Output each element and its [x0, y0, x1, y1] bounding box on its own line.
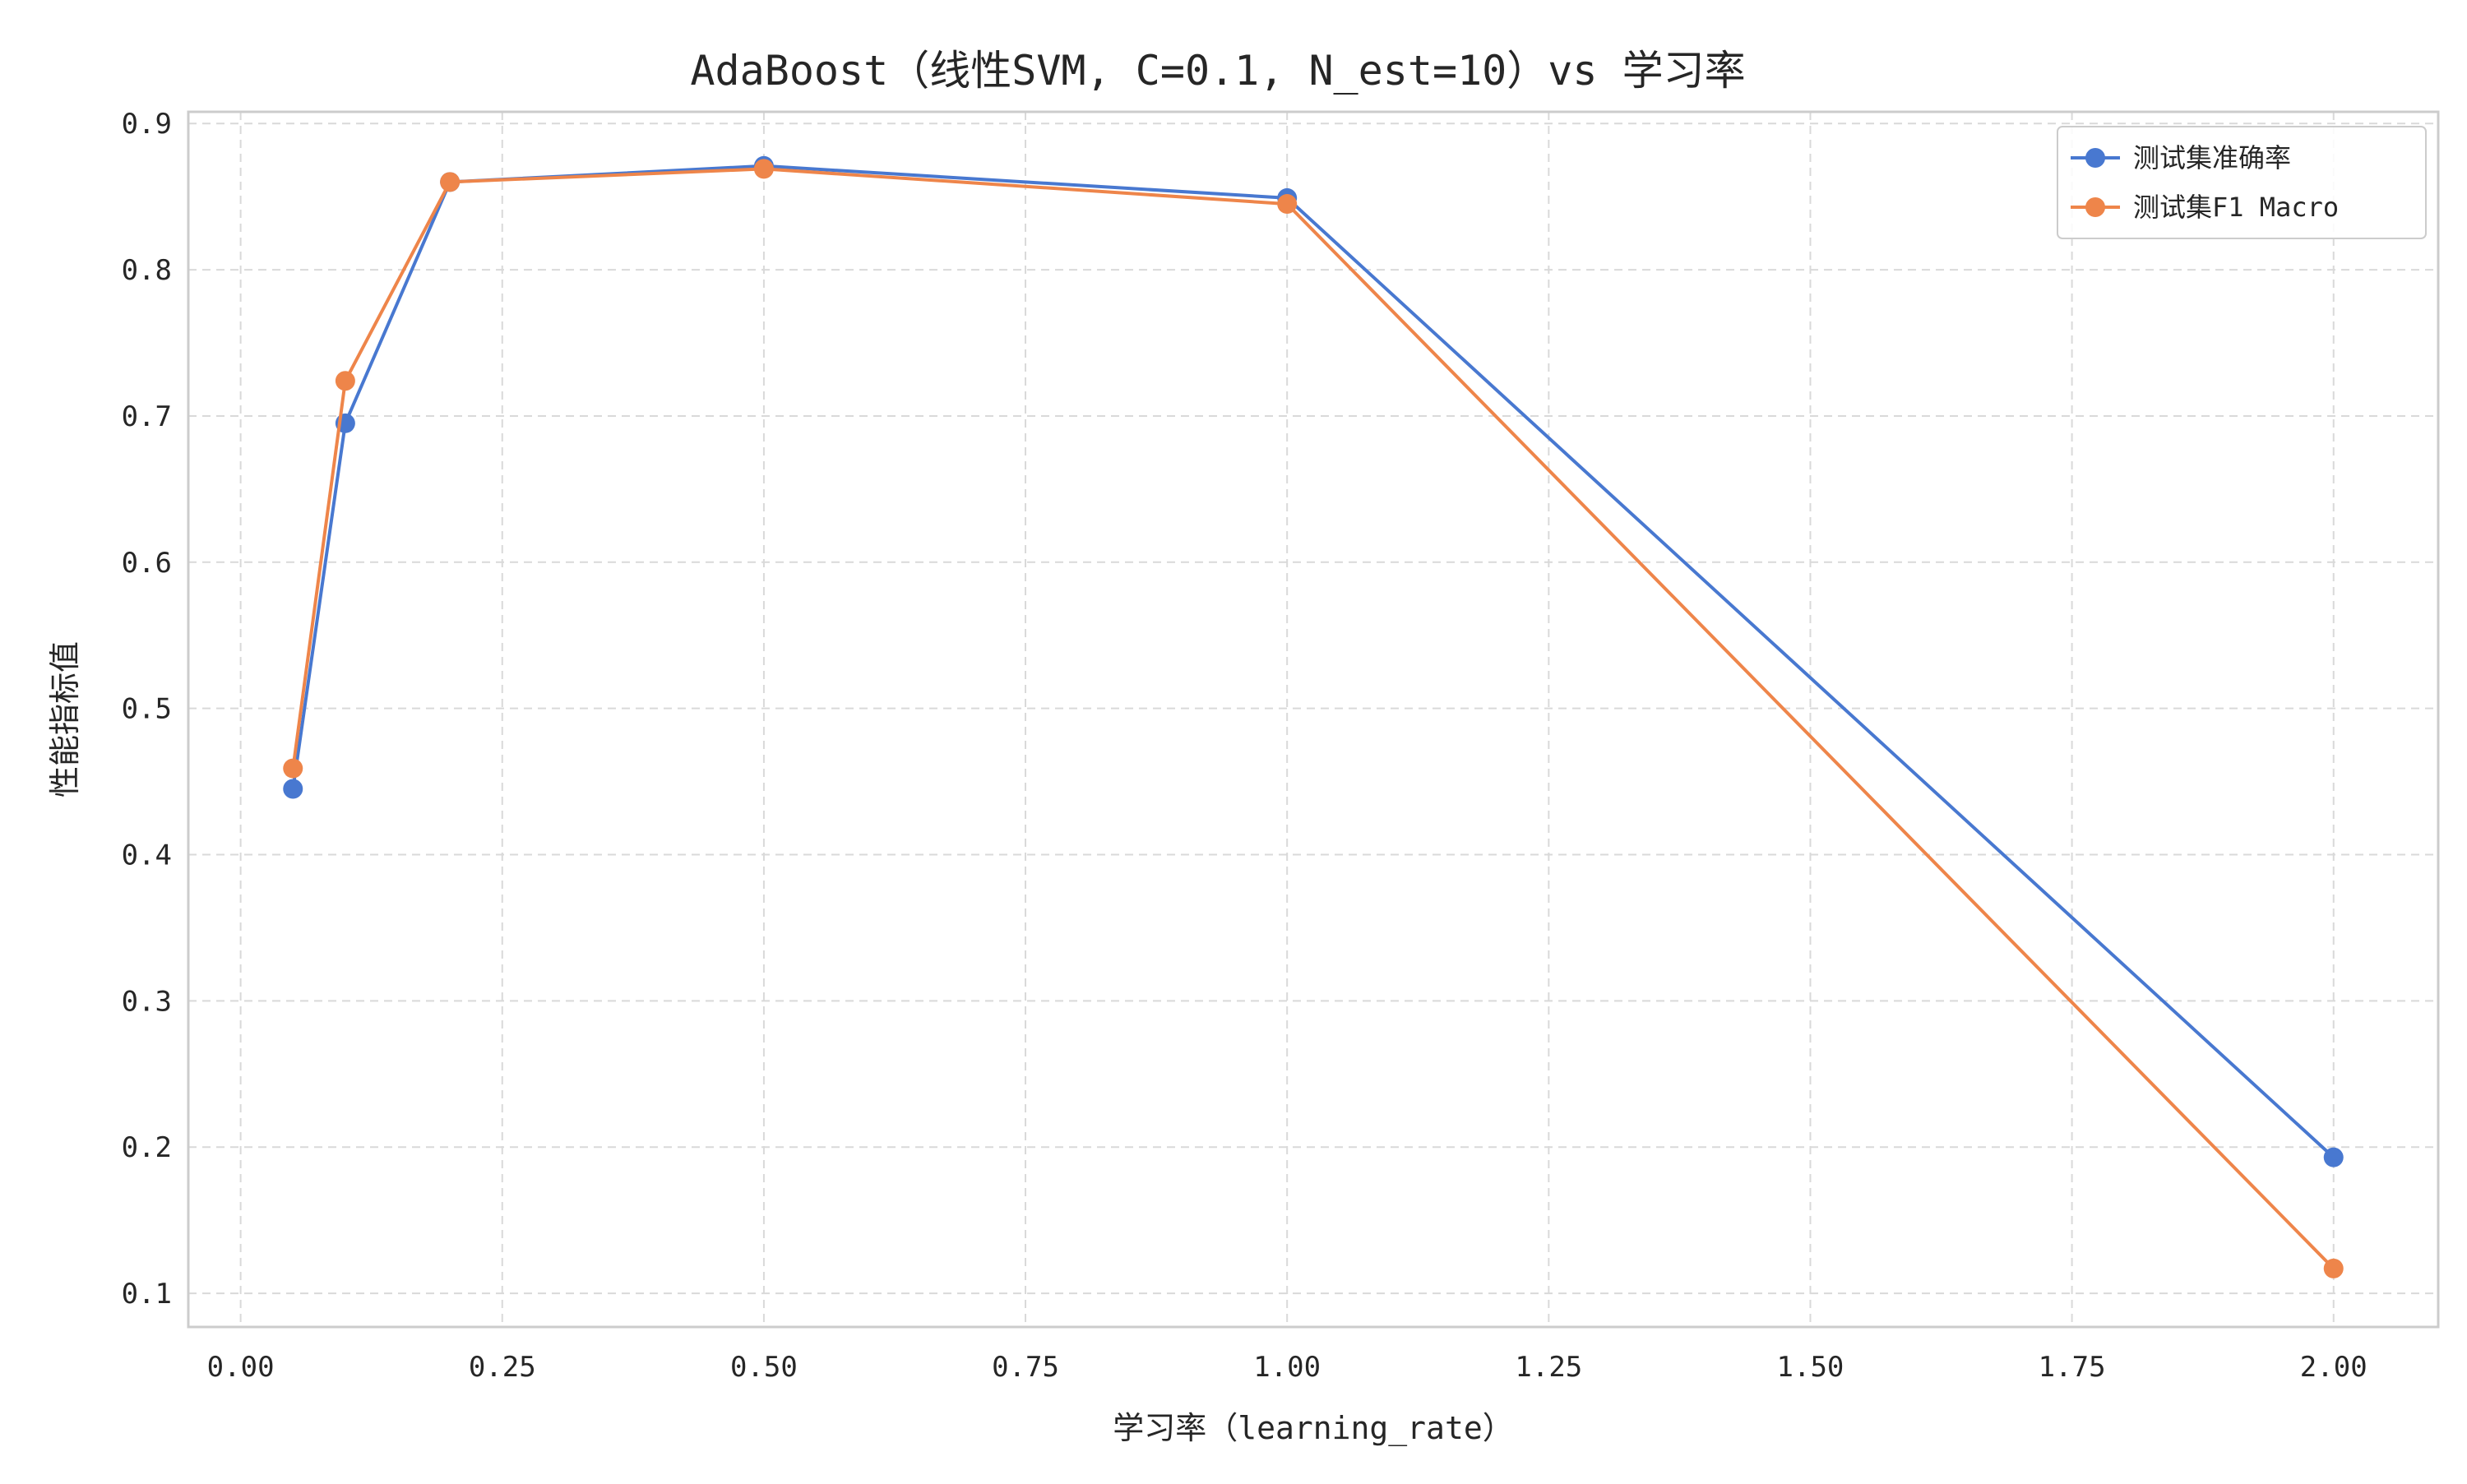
data-point — [283, 758, 303, 779]
x-tick-label: 0.50 — [730, 1351, 798, 1384]
y-tick-label: 0.1 — [122, 1278, 172, 1311]
x-tick-label: 2.00 — [2300, 1351, 2367, 1384]
legend-swatch-marker — [2085, 148, 2105, 168]
legend-swatch-marker — [2085, 197, 2105, 217]
y-tick-label: 0.7 — [122, 400, 172, 433]
y-axis-label: 性能指标值 — [47, 641, 83, 797]
y-tick-label: 0.5 — [122, 693, 172, 726]
x-tick-label: 1.50 — [1777, 1351, 1844, 1384]
y-tick-label: 0.9 — [122, 108, 172, 141]
legend-item: 测试集F1 Macro — [2071, 192, 2339, 223]
plot-frame — [187, 110, 2440, 1329]
chart-title: AdaBoost（线性SVM, C=0.1, N_est=10）vs 学习率 — [690, 47, 1745, 95]
series-line — [291, 164, 2335, 1159]
data-point — [753, 159, 774, 179]
y-tick-label: 0.3 — [122, 985, 172, 1018]
x-tick-label: 1.75 — [2039, 1351, 2106, 1384]
x-tick-label: 0.00 — [207, 1351, 275, 1384]
data-point — [2323, 1147, 2344, 1167]
data-point — [1277, 194, 1298, 215]
y-tick-label: 0.4 — [122, 839, 172, 872]
series-1 — [283, 155, 2344, 1167]
x-tick-label: 1.00 — [1253, 1351, 1321, 1384]
ticks: 0.00 0.25 0.50 0.75 1.00 1.25 1.50 1.75 2.00 0.1 0… — [122, 108, 2367, 1384]
y-tick-label: 0.6 — [122, 547, 172, 580]
data-point — [335, 371, 355, 391]
x-tick-label: 0.25 — [469, 1351, 536, 1384]
data-point — [283, 779, 303, 799]
x-axis-label: 学习率（learning_rate） — [1113, 1410, 1513, 1447]
x-tick-label: 0.75 — [992, 1351, 1059, 1384]
series-layer — [283, 155, 2344, 1278]
series-line — [291, 167, 2335, 1270]
legend-item: 测试集准确率 — [2071, 142, 2291, 173]
grid — [188, 112, 2438, 1327]
data-point — [440, 172, 461, 192]
legend-box — [2057, 126, 2427, 239]
data-point — [2323, 1258, 2344, 1278]
x-tick-label: 1.25 — [1515, 1351, 1582, 1384]
legend-label: 测试集F1 Macro — [2133, 192, 2339, 223]
y-tick-label: 0.2 — [122, 1131, 172, 1164]
series-2 — [283, 159, 2344, 1278]
legend-label: 测试集准确率 — [2133, 142, 2291, 173]
y-tick-label: 0.8 — [122, 254, 172, 287]
